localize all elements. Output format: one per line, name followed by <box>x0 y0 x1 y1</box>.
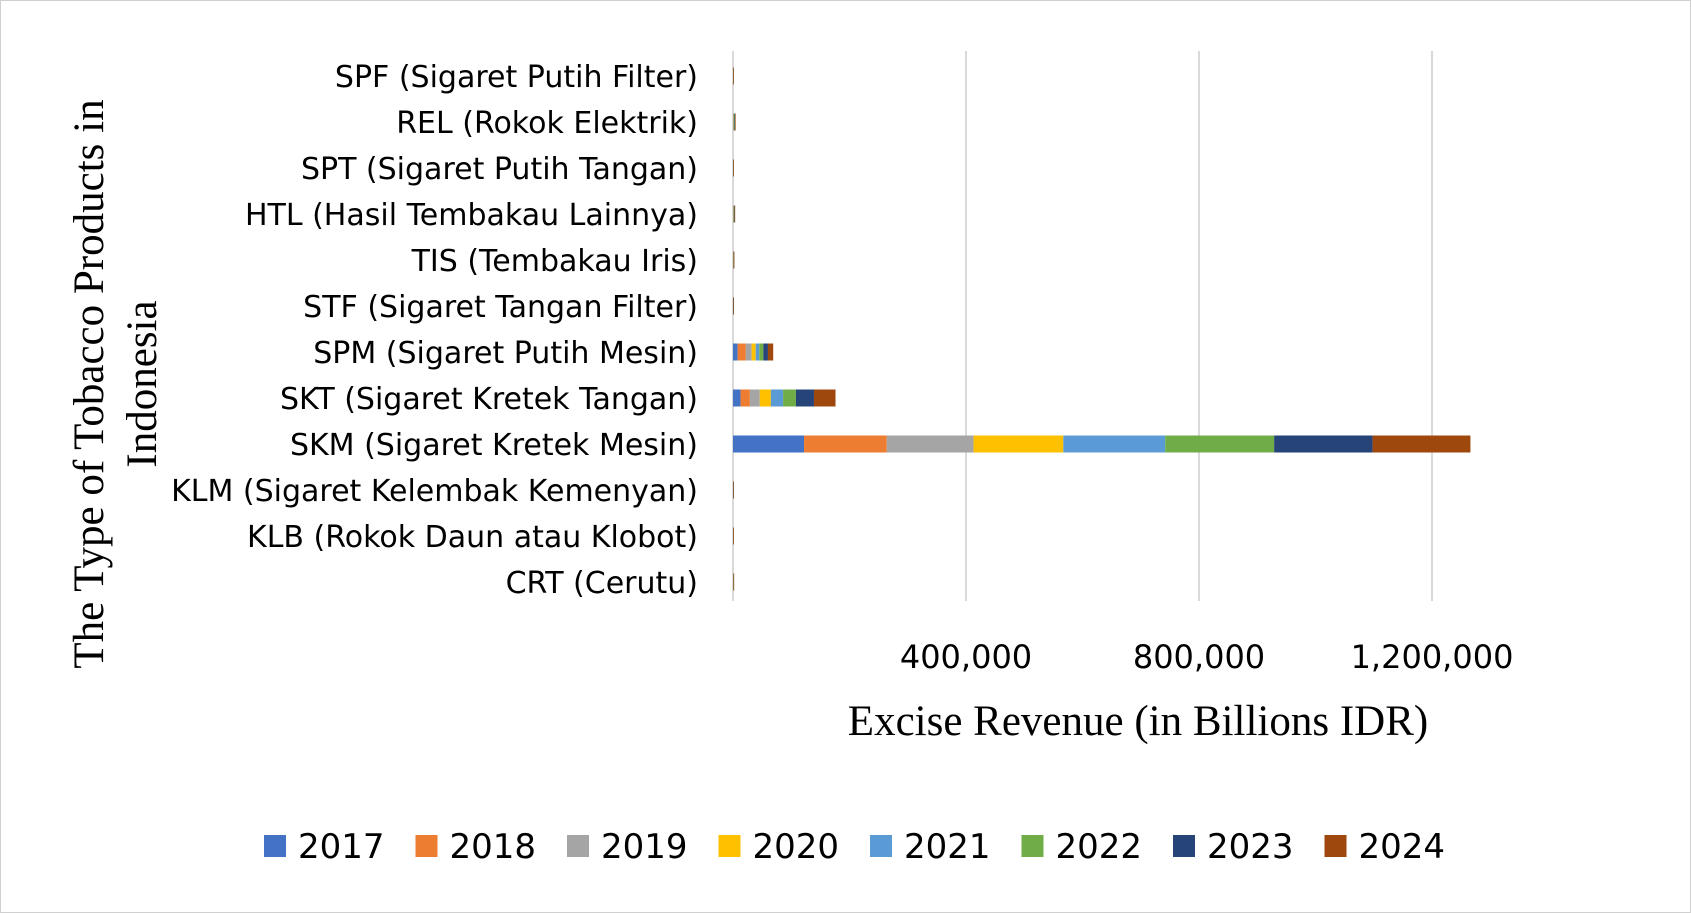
bar-segment-2021 <box>1063 435 1166 453</box>
legend-swatch-2021 <box>870 835 892 857</box>
category-label: KLM (Sigaret Kelembak Kemenyan) <box>171 474 698 509</box>
legend: 2017 2018 2019 2020 2021 2022 2023 2024 <box>264 827 1445 867</box>
bar-segment-2024 <box>733 573 735 591</box>
bar-segment-2019 <box>745 343 752 361</box>
x-tick-label: 1,200,000 <box>1351 638 1514 676</box>
category-label: SKT (Sigaret Kretek Tangan) <box>280 382 698 417</box>
gridlines <box>732 51 1433 601</box>
bar-segment-2022 <box>734 113 735 131</box>
legend-label: 2018 <box>450 827 537 867</box>
legend-swatch-2024 <box>1324 835 1347 857</box>
category-label: SPT (Sigaret Putih Tangan) <box>301 152 698 187</box>
legend-label: 2021 <box>904 827 991 867</box>
bar-segment-2017 <box>733 343 738 361</box>
bars <box>733 67 1471 591</box>
bar-segment-2021 <box>755 343 760 361</box>
category-labels: SPF (Sigaret Putih Filter) REL (Rokok Ele… <box>171 60 698 601</box>
y-axis-title-line1: The Type of Tobacco Products in <box>66 99 113 668</box>
legend-swatch-2020 <box>718 835 741 857</box>
bar-segment-2024 <box>767 343 774 361</box>
legend-swatch-2018 <box>415 835 438 857</box>
bar-segment-2024 <box>735 113 736 131</box>
bar-segment-2020 <box>973 435 1064 453</box>
category-label: CRT (Cerutu) <box>506 566 698 601</box>
bar-segment-2023 <box>763 343 768 361</box>
bar-segment-2021 <box>770 389 784 407</box>
bar-segment-2021 <box>733 113 735 131</box>
legend-label: 2019 <box>601 827 688 867</box>
bar-segment-2019 <box>886 435 974 453</box>
bar-segment-2024 <box>733 297 734 315</box>
category-label: REL (Rokok Elektrik) <box>396 106 698 141</box>
bar-segment-2018 <box>804 435 887 453</box>
category-label: SKM (Sigaret Kretek Mesin) <box>290 428 698 463</box>
bar-segment-2017 <box>733 435 805 453</box>
category-label: HTL (Hasil Tembakau Lainnya) <box>245 198 698 233</box>
category-label: KLB (Rokok Daun atau Klobot) <box>247 520 698 555</box>
category-label: SPF (Sigaret Putih Filter) <box>335 60 698 95</box>
legend-label: 2022 <box>1056 827 1143 867</box>
legend-swatch-2017 <box>264 835 286 857</box>
bar-segment-2017 <box>733 389 741 407</box>
legend-swatch-2019 <box>567 835 589 857</box>
bar-segment-2022 <box>733 205 735 223</box>
bar-segment-2024 <box>1372 435 1471 453</box>
x-tick-label: 400,000 <box>900 638 1032 676</box>
bar-segment-2023 <box>795 389 814 407</box>
bar-segment-2023 <box>734 113 736 131</box>
x-tick-label: 800,000 <box>1133 638 1265 676</box>
bar-segment-2024 <box>813 389 836 407</box>
legend-label: 2023 <box>1207 827 1294 867</box>
bar-segment-2019 <box>749 389 760 407</box>
legend-swatch-2022 <box>1021 835 1044 857</box>
bar-segment-2022 <box>759 343 764 361</box>
x-tick-labels: 400,000 800,000 1,200,000 <box>900 638 1514 676</box>
bar-segment-2023 <box>1274 435 1373 453</box>
bar-segment-2020 <box>751 343 756 361</box>
bar-segment-2018 <box>740 389 750 407</box>
category-label: TIS (Tembakau Iris) <box>411 244 698 279</box>
bar-segment-2022 <box>783 389 796 407</box>
legend-label: 2017 <box>298 827 385 867</box>
y-axis-title-line2: Indonesia <box>119 300 166 467</box>
bar-segment-2024 <box>733 527 734 545</box>
bar-segment-2022 <box>1165 435 1275 453</box>
legend-label: 2020 <box>753 827 840 867</box>
legend-swatch-2023 <box>1173 835 1195 857</box>
y-axis-title: The Type of Tobacco Products in Indonesi… <box>66 99 166 668</box>
bar-segment-2018 <box>737 343 746 361</box>
bar-segment-2024 <box>733 481 734 499</box>
bar-segment-2023 <box>734 205 735 223</box>
bar-segment-2024 <box>733 159 734 177</box>
bar-segment-2024 <box>733 67 734 85</box>
legend-label: 2024 <box>1359 827 1446 867</box>
bar-segment-2020 <box>759 389 771 407</box>
category-label: SPM (Sigaret Putih Mesin) <box>313 336 698 371</box>
x-axis-title: Excise Revenue (in Billions IDR) <box>848 698 1428 745</box>
bar-segment-2024 <box>734 205 736 223</box>
bar-segment-2024 <box>733 251 735 269</box>
category-label: STF (Sigaret Tangan Filter) <box>303 290 698 325</box>
